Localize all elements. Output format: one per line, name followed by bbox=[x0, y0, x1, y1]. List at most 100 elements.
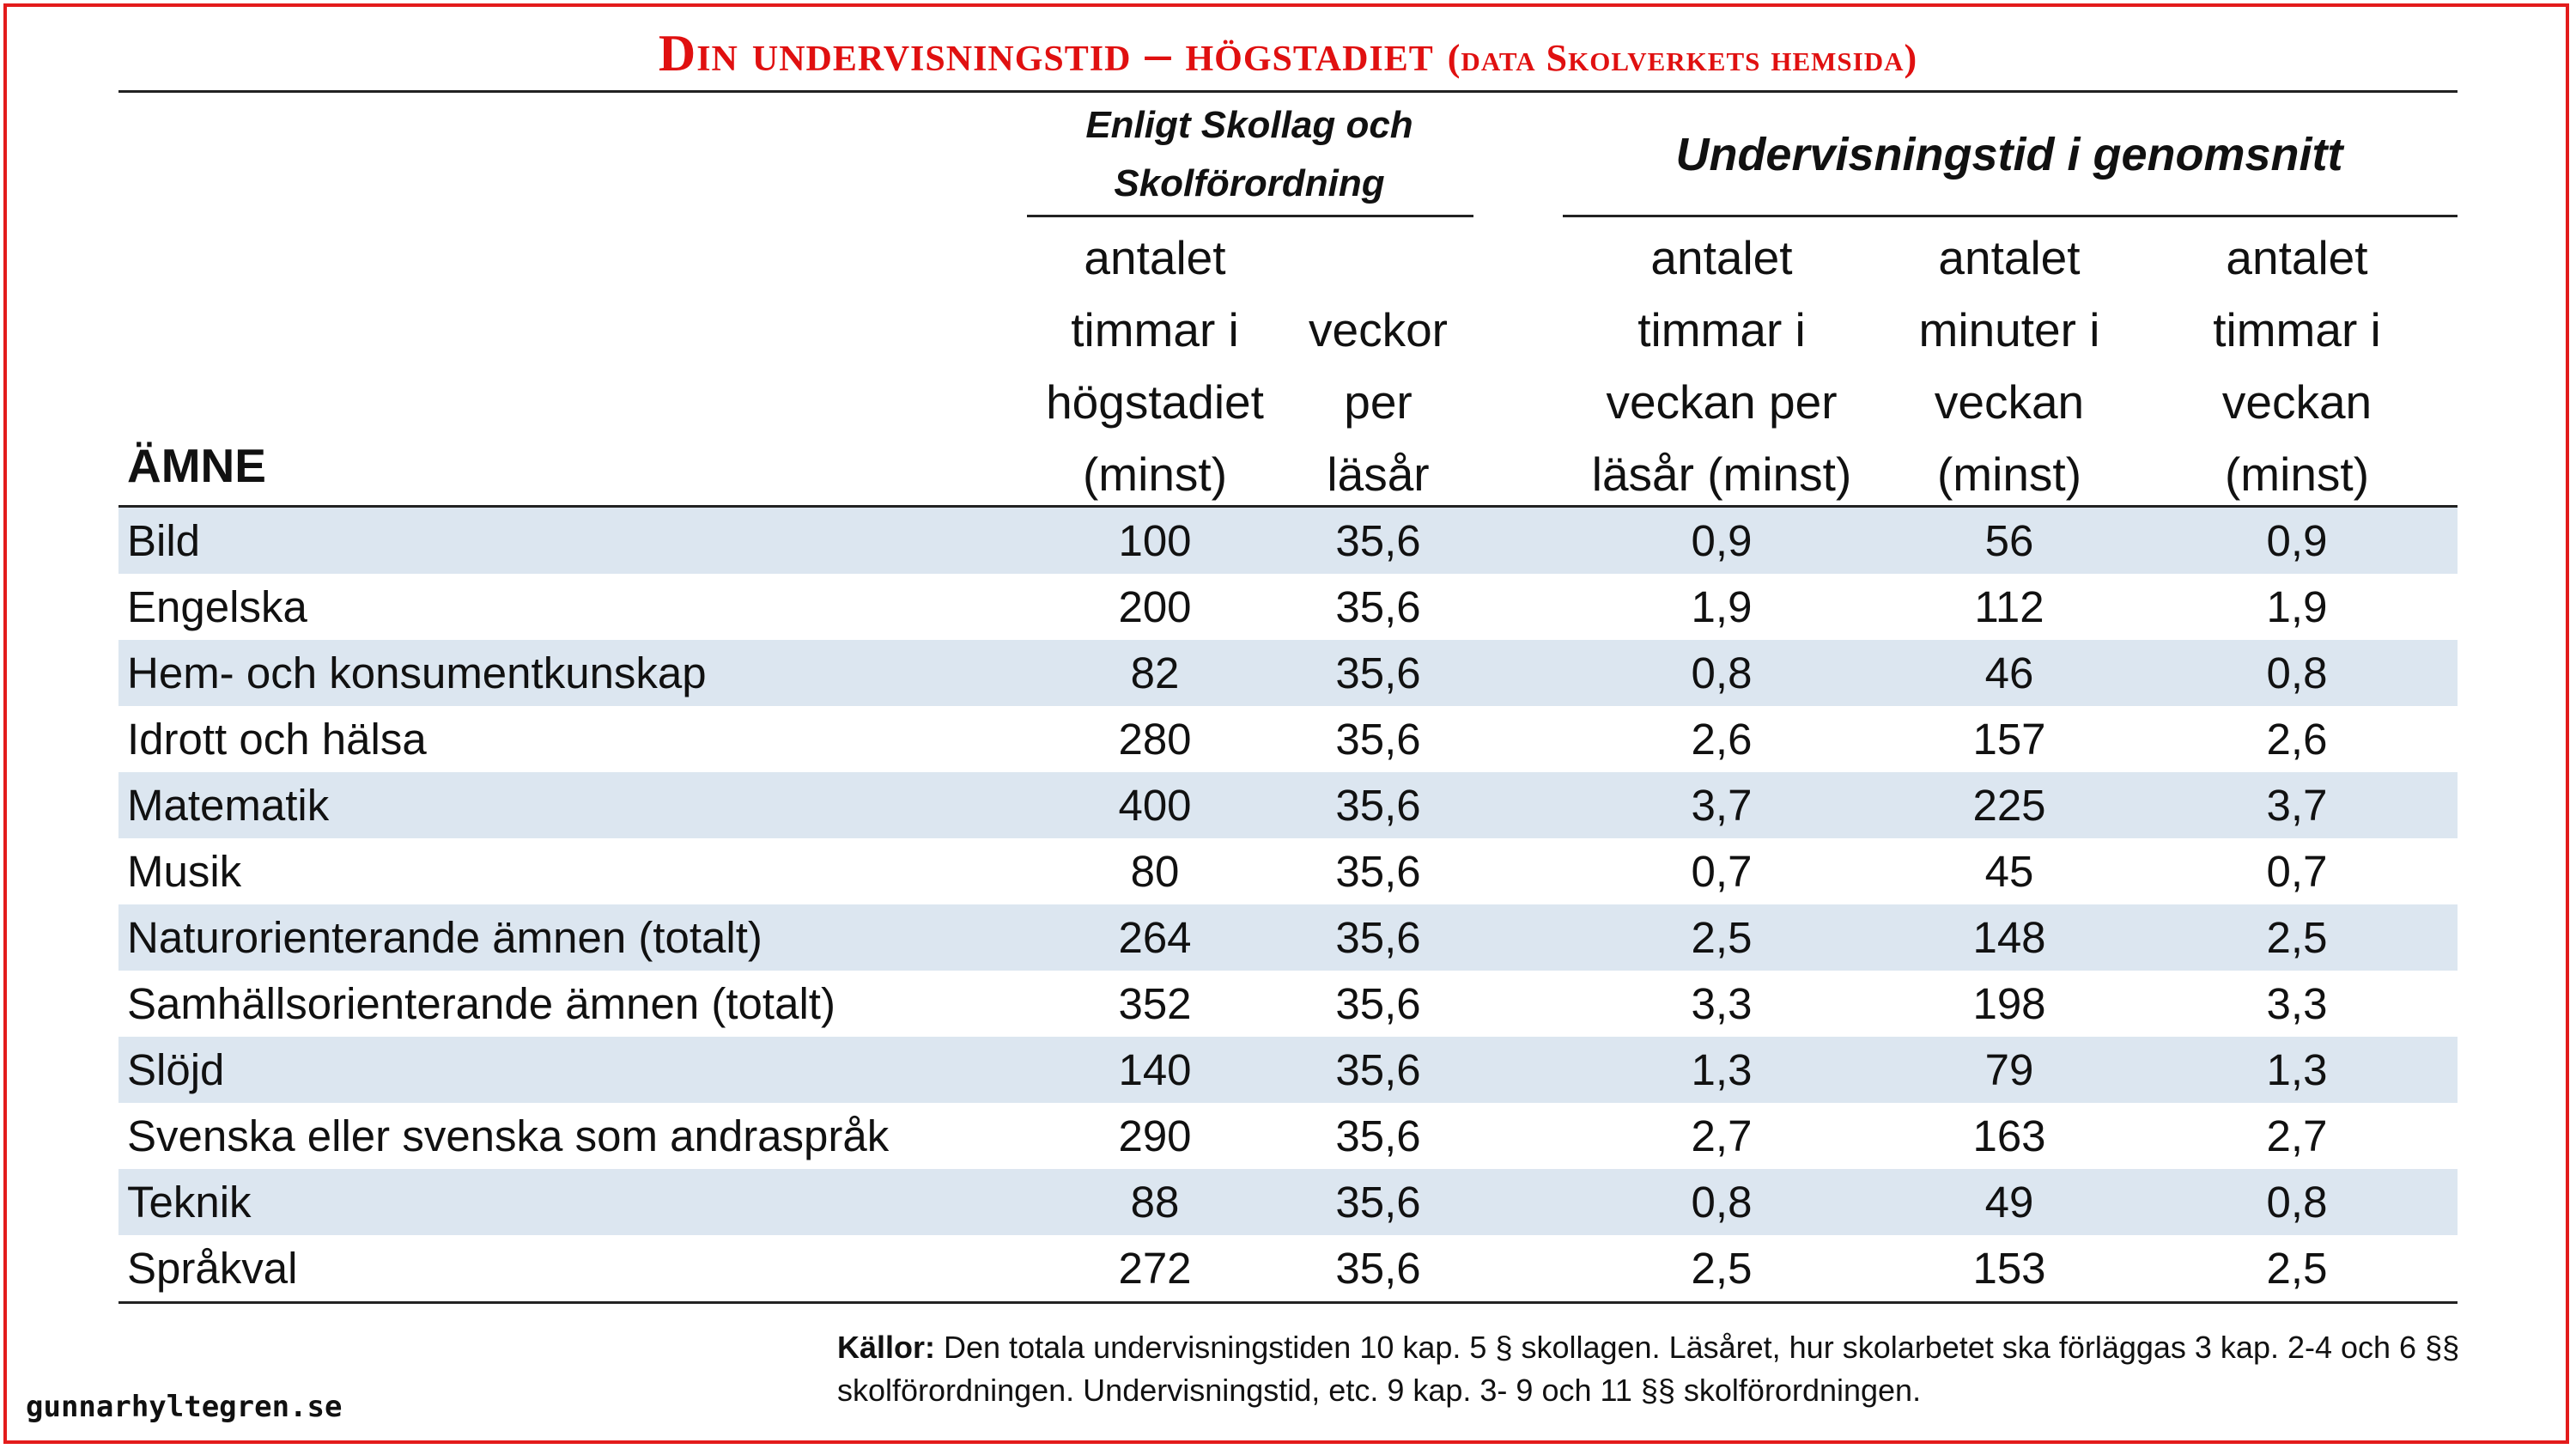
cell-subject: Språkval bbox=[127, 1244, 298, 1293]
group-average-text: Undervisningstid i genomsnitt bbox=[1675, 129, 2343, 180]
cell-hours-week2: 0,8 bbox=[2266, 1178, 2328, 1227]
cell-weeks: 35,6 bbox=[1335, 979, 1421, 1028]
cell-subject: Slöjd bbox=[127, 1045, 225, 1094]
cell-hours-week: 2,5 bbox=[1691, 913, 1753, 962]
cell-minutes-week: 157 bbox=[1972, 715, 2046, 764]
cell-hours-week: 3,7 bbox=[1691, 781, 1753, 830]
header-line: antalet bbox=[1650, 231, 1793, 284]
cell-hours-week: 0,9 bbox=[1691, 516, 1753, 565]
cell-hours-total: 140 bbox=[1118, 1045, 1192, 1094]
cell-subject: Samhällsorienterande ämnen (totalt) bbox=[127, 979, 835, 1028]
cell-hours-week2: 2,5 bbox=[2266, 1244, 2328, 1293]
cell-minutes-week: 49 bbox=[1984, 1178, 2034, 1227]
cell-hours-week: 0,8 bbox=[1691, 648, 1753, 697]
cell-weeks: 35,6 bbox=[1335, 516, 1421, 565]
header-line: antalet bbox=[1084, 231, 1226, 284]
header-line: (minst) bbox=[2224, 447, 2370, 501]
cell-subject: Musik bbox=[127, 847, 242, 896]
cell-hours-week2: 2,5 bbox=[2266, 913, 2328, 962]
col-header-weeks: veckor per läsår bbox=[1292, 294, 1464, 510]
cell-hours-week2: 3,3 bbox=[2266, 979, 2328, 1028]
cell-subject: Engelska bbox=[127, 582, 307, 631]
row-band bbox=[118, 772, 2458, 838]
header-line: timmar i bbox=[2213, 303, 2381, 356]
row-band bbox=[118, 508, 2458, 574]
sources-label: Källor: bbox=[837, 1330, 936, 1365]
table-row: Bild 100 35,6 0,9 56 0,9 bbox=[0, 508, 2576, 574]
row-band bbox=[118, 640, 2458, 706]
cell-minutes-week: 148 bbox=[1972, 913, 2046, 962]
cell-minutes-week: 198 bbox=[1972, 979, 2046, 1028]
table-row: Hem- och konsumentkunskap 82 35,6 0,8 46… bbox=[0, 640, 2576, 706]
top-rule bbox=[118, 90, 2458, 93]
cell-weeks: 35,6 bbox=[1335, 582, 1421, 631]
cell-subject: Svenska eller svenska som andraspråk bbox=[127, 1111, 890, 1160]
group-law-header: Enligt Skollag och Skolförordning bbox=[1026, 96, 1473, 213]
table-row: Matematik 400 35,6 3,7 225 3,7 bbox=[0, 772, 2576, 838]
cell-hours-total: 264 bbox=[1118, 913, 1192, 962]
table-row: Engelska 200 35,6 1,9 112 1,9 bbox=[0, 574, 2576, 640]
cell-hours-total: 352 bbox=[1118, 979, 1192, 1028]
page-title: Din undervisningstid – högstadiet (data … bbox=[0, 24, 2576, 83]
col-header-minutes-week: antalet minuter i veckan (minst) bbox=[1880, 222, 2138, 510]
header-bottom-rule bbox=[118, 505, 2458, 508]
page-frame bbox=[3, 3, 2569, 1444]
cell-hours-total: 80 bbox=[1130, 847, 1180, 896]
sources-line-2: skolförordningen. Undervisningstid, etc.… bbox=[837, 1373, 1922, 1408]
table-row: Svenska eller svenska som andraspråk 290… bbox=[0, 1103, 2576, 1169]
group-average-header: Undervisningstid i genomsnitt bbox=[1563, 125, 2456, 185]
header-line: per bbox=[1344, 375, 1413, 429]
cell-minutes-week: 45 bbox=[1984, 847, 2034, 896]
cell-weeks: 35,6 bbox=[1335, 1244, 1421, 1293]
header-line: högstadiet bbox=[1046, 375, 1264, 429]
cell-minutes-week: 153 bbox=[1972, 1244, 2046, 1293]
cell-hours-total: 280 bbox=[1118, 715, 1192, 764]
cell-hours-week2: 2,7 bbox=[2266, 1111, 2328, 1160]
header-line: timmar i bbox=[1637, 303, 1806, 356]
cell-hours-week: 2,7 bbox=[1691, 1111, 1753, 1160]
cell-hours-week2: 2,6 bbox=[2266, 715, 2328, 764]
cell-hours-week: 2,5 bbox=[1691, 1244, 1753, 1293]
row-band bbox=[118, 1037, 2458, 1103]
group-law-text: Enligt Skollag och Skolförordning bbox=[1085, 104, 1413, 204]
group-average-rule bbox=[1563, 215, 2458, 217]
row-band bbox=[118, 904, 2458, 971]
cell-hours-week2: 1,9 bbox=[2266, 582, 2328, 631]
cell-hours-week2: 0,9 bbox=[2266, 516, 2328, 565]
cell-hours-total: 88 bbox=[1130, 1178, 1180, 1227]
title-main: Din undervisningstid – högstadiet bbox=[658, 25, 1434, 82]
table-row: Samhällsorienterande ämnen (totalt) 352 … bbox=[0, 971, 2576, 1037]
cell-weeks: 35,6 bbox=[1335, 913, 1421, 962]
header-line: (minst) bbox=[1936, 447, 2082, 501]
title-sub: (data Skolverkets hemsida) bbox=[1447, 37, 1918, 79]
col-header-subject: ÄMNE bbox=[127, 439, 266, 492]
cell-minutes-week: 79 bbox=[1984, 1045, 2034, 1094]
cell-hours-total: 272 bbox=[1118, 1244, 1192, 1293]
table-row: Slöjd 140 35,6 1,3 79 1,3 bbox=[0, 1037, 2576, 1103]
header-line: veckan bbox=[1934, 375, 2085, 429]
sources-line-1: Källor: Den totala undervisningstiden 10… bbox=[837, 1326, 2459, 1369]
col-header-hours-week2: antalet timmar i veckan (minst) bbox=[2168, 222, 2426, 510]
cell-minutes-week: 56 bbox=[1984, 516, 2034, 565]
header-line: antalet bbox=[1938, 231, 2081, 284]
table-row: Språkval 272 35,6 2,5 153 2,5 bbox=[0, 1235, 2576, 1301]
table-bottom-rule bbox=[118, 1301, 2458, 1304]
table-row: Teknik 88 35,6 0,8 49 0,8 bbox=[0, 1169, 2576, 1235]
col-header-hours-week: antalet timmar i veckan per läsår (minst… bbox=[1571, 222, 1872, 510]
table-row: Idrott och hälsa 280 35,6 2,6 157 2,6 bbox=[0, 706, 2576, 772]
header-line: veckor bbox=[1309, 303, 1448, 356]
cell-weeks: 35,6 bbox=[1335, 1111, 1421, 1160]
cell-subject: Teknik bbox=[127, 1178, 252, 1227]
group-law-rule bbox=[1027, 215, 1473, 217]
table-row: Musik 80 35,6 0,7 45 0,7 bbox=[0, 838, 2576, 904]
header-line: veckan per bbox=[1606, 375, 1838, 429]
cell-hours-total: 400 bbox=[1118, 781, 1192, 830]
col-header-hours-total: antalet timmar i högstadiet (minst) bbox=[1026, 222, 1284, 510]
cell-minutes-week: 112 bbox=[1974, 582, 2044, 631]
watermark: gunnarhyltegren.se bbox=[26, 1390, 343, 1424]
header-line: läsår (minst) bbox=[1591, 447, 1852, 501]
cell-minutes-week: 225 bbox=[1972, 781, 2046, 830]
cell-hours-week: 0,8 bbox=[1691, 1178, 1753, 1227]
cell-hours-total: 200 bbox=[1118, 582, 1192, 631]
cell-hours-total: 290 bbox=[1118, 1111, 1192, 1160]
